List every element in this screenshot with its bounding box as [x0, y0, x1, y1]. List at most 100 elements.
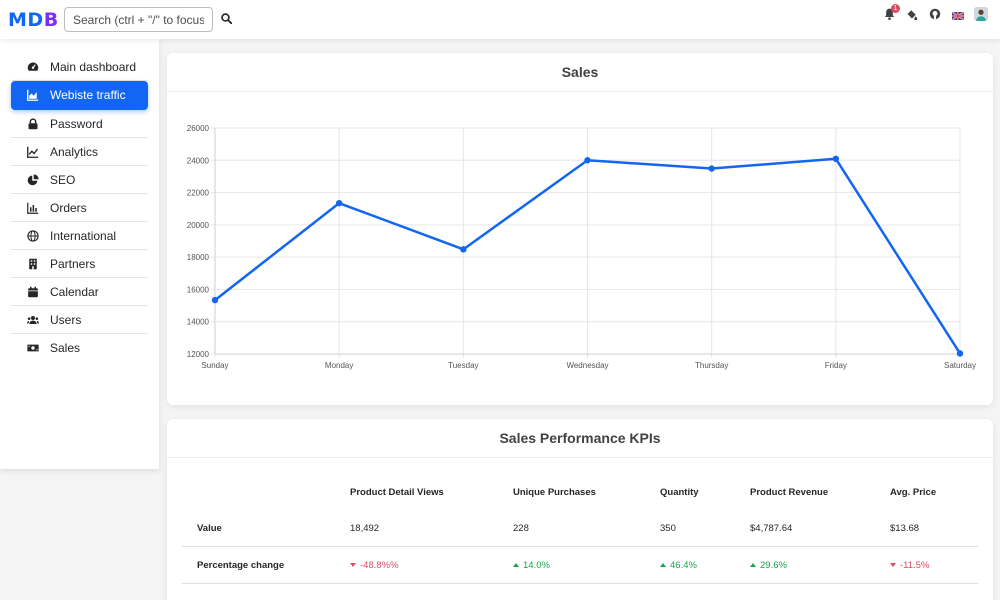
x-tick-label: Thursday: [695, 361, 728, 370]
data-point: [211, 296, 219, 304]
y-tick-label: 20000: [187, 221, 210, 230]
caret-up-icon: [750, 562, 756, 567]
table-cell: $13.68: [890, 522, 920, 534]
sidebar-item-label: Webiste traffic: [50, 88, 126, 102]
x-tick-label: Sunday: [201, 361, 228, 370]
sidebar-item-international[interactable]: International: [11, 222, 148, 250]
search-button[interactable]: [216, 10, 236, 30]
gauge-icon: [27, 61, 39, 73]
x-tick-label: Wednesday: [566, 361, 608, 370]
y-tick-label: 22000: [187, 189, 210, 198]
chart-area-icon: [27, 89, 39, 101]
trend-cell: -11.5%: [890, 560, 978, 571]
data-point: [708, 165, 715, 172]
users-icon: [27, 314, 39, 326]
sidebar-item-label: International: [50, 228, 117, 243]
kpi-header-cell: Unique Purchases: [513, 487, 596, 498]
sidebar-item-label: Partners: [50, 256, 96, 271]
money-bill-icon: [27, 342, 39, 354]
sidebar-item-label: Analytics: [50, 144, 99, 159]
sales-card: Sales 26000 24000 22000 20000 18000 16000 1400…: [167, 53, 993, 405]
theme-button[interactable]: [905, 9, 919, 23]
sidebar-item-label: Sales: [50, 341, 81, 355]
sidebar-item-main-dashboard[interactable]: Main dashboard: [11, 53, 148, 81]
row-label: Percentage change: [197, 559, 285, 571]
sidebar-item-partners[interactable]: Partners: [11, 250, 148, 278]
y-tick-label: 18000: [187, 253, 210, 262]
sidebar-item-label: SEO: [50, 172, 76, 187]
kpi-header-cell: Product Revenue: [750, 487, 829, 498]
navbar-icons: 1: [882, 4, 988, 23]
table-row: Percentage change -48.8%% 14.0% 46.4% 29…: [182, 547, 978, 584]
y-tick-label: 12000: [187, 350, 210, 359]
sidebar-item-label: Users: [50, 312, 82, 327]
sales-card-title: Sales: [167, 53, 993, 92]
sidebar-item-website-traffic[interactable]: Webiste traffic: [11, 81, 148, 110]
y-tick-label: 24000: [187, 156, 210, 165]
kpi-card: Sales Performance KPIs Product Detail Vi…: [167, 419, 993, 600]
kpi-card-title: Sales Performance KPIs: [167, 419, 993, 458]
x-tick-label: Tuesday: [448, 361, 478, 370]
x-tick-label: Saturday: [944, 361, 976, 370]
trend-cell: 29.6%: [750, 560, 890, 571]
table-cell: $4,787.64: [750, 522, 793, 534]
trend-value: 29.6%: [760, 559, 787, 571]
row-label: Value: [197, 522, 222, 534]
table-cell: 18,492: [350, 522, 380, 534]
globe-icon: [27, 229, 39, 242]
sidebar-item-sales[interactable]: Sales: [11, 334, 148, 362]
user-avatar-button[interactable]: [974, 6, 988, 23]
trend-value: 46.4%: [670, 559, 697, 571]
sidebar-item-seo[interactable]: SEO: [11, 166, 148, 194]
paint-bucket-icon: [906, 7, 918, 25]
data-point: [584, 157, 591, 164]
data-point: [335, 199, 343, 207]
github-link[interactable]: [928, 8, 942, 23]
calendar-icon: [27, 286, 39, 298]
table-cell: 350: [660, 522, 676, 534]
table-row: Value 18,492 228 350 $4,787.64 $13.68: [182, 510, 978, 547]
sidebar-item-analytics[interactable]: Analytics: [11, 138, 148, 166]
trend-value: -48.8%%: [360, 559, 399, 571]
top-navbar: MDB 1: [0, 0, 1000, 39]
logo-letter-m: M: [8, 9, 28, 31]
trend-value: 14.0%: [523, 559, 550, 571]
chart-pie-icon: [27, 173, 39, 186]
kpi-header-cell: Quantity: [660, 487, 699, 498]
trend-cell: 46.4%: [660, 560, 750, 571]
notifications-button[interactable]: 1: [882, 4, 900, 23]
sidebar-item-label: Orders: [50, 200, 87, 215]
data-point: [956, 350, 964, 357]
x-tick-label: Friday: [825, 361, 847, 370]
kpi-table: Product Detail Views Unique Purchases Qu…: [182, 475, 978, 584]
y-tick-label: 14000: [187, 318, 210, 327]
uk-flag-icon: [951, 7, 965, 25]
sidebar-item-orders[interactable]: Orders: [11, 194, 148, 222]
search-icon: [220, 11, 232, 29]
lock-icon: [27, 117, 39, 130]
chart-bar-icon: [27, 202, 39, 214]
sidebar: Main dashboard Webiste traffic Password …: [0, 39, 159, 469]
search-input[interactable]: [64, 7, 213, 32]
kpi-header-cell: Avg. Price: [890, 487, 937, 498]
y-tick-label: 26000: [187, 124, 210, 133]
notification-badge: 1: [891, 4, 900, 13]
data-point: [832, 155, 840, 163]
caret-up-icon: [660, 562, 666, 567]
kpi-table-header: Product Detail Views Unique Purchases Qu…: [182, 475, 978, 510]
sidebar-item-label: Calendar: [50, 284, 99, 299]
data-point: [460, 246, 467, 253]
logo-letter-b: B: [43, 9, 59, 31]
language-button[interactable]: [951, 9, 965, 23]
kpi-header-cell: Product Detail Views: [350, 487, 444, 498]
trend-cell: 14.0%: [513, 560, 660, 571]
caret-up-icon: [513, 562, 519, 567]
sidebar-item-label: Main dashboard: [50, 59, 137, 74]
sidebar-item-calendar[interactable]: Calendar: [11, 278, 148, 306]
sidebar-item-users[interactable]: Users: [11, 306, 148, 334]
trend-cell: -48.8%%: [350, 560, 513, 571]
sidebar-item-label: Password: [50, 116, 103, 131]
chart-line-icon: [27, 146, 39, 158]
sidebar-item-password[interactable]: Password: [11, 110, 148, 138]
